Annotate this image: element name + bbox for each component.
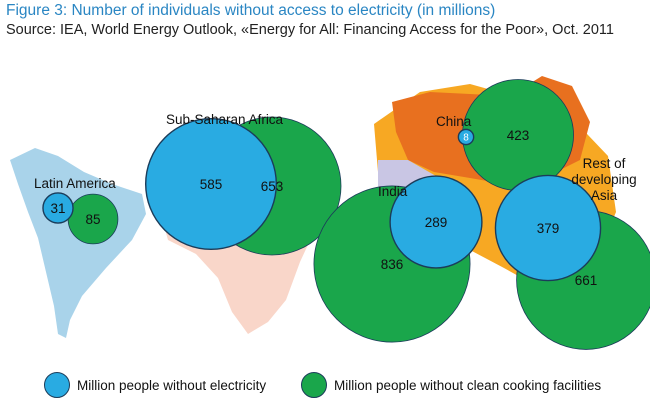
bubble-labels-layer: 85 31 653 585 423 8 836 289 661 379 [50,128,597,288]
legend-item-no-electricity: Million people without electricity [44,370,266,400]
region-label-india: India [378,184,408,199]
bubble-value-india-no-clean-cooking: 836 [381,257,404,272]
bubble-rest-of-asia-no-electricity [494,174,602,282]
bubble-value-china-no-electricity: 8 [463,133,469,144]
bubble-value-india-no-electricity: 289 [425,215,448,230]
bubble-value-latin-america-no-clean-cooking: 85 [85,212,100,227]
latin-america-land [10,148,146,338]
figure-source: Source: IEA, World Energy Outlook, «Ener… [6,22,614,38]
bubble-value-rest-of-asia-no-electricity: 379 [537,221,560,236]
bubble-value-sub-saharan-africa-no-clean-cooking: 653 [261,179,284,194]
bubble-sub-saharan-africa-no-electricity [144,117,278,251]
region-labels-layer: Latin America Sub-Saharan Africa China Indi… [34,112,637,203]
region-label-latin-america: Latin America [34,176,116,191]
legend-swatch-no-electricity [44,372,70,398]
bubble-value-rest-of-asia-no-clean-cooking: 661 [575,273,598,288]
bubble-latin-america-no-electricity [42,192,74,224]
figure-title: Figure 3: Number of individuals without … [6,2,496,19]
region-label-rest-of-asia: Rest of developing Asia [571,156,636,203]
bubble-value-china-no-clean-cooking: 423 [507,128,530,143]
region-label-china: China [436,114,472,129]
region-label-sub-saharan-africa: Sub-Saharan Africa [166,112,284,127]
bubbles-layer [42,79,650,350]
legend-item-no-clean-cooking: Million people without clean cooking fac… [301,370,601,400]
bubble-india-no-electricity [389,175,483,269]
legend-label-no-clean-cooking: Million people without clean cooking fac… [334,377,602,393]
bubble-value-latin-america-no-electricity: 31 [50,201,65,216]
legend-swatch-no-clean-cooking [301,372,327,398]
bubble-value-sub-saharan-africa-no-electricity: 585 [200,177,223,192]
bubble-china-no-electricity [457,128,475,146]
legend-label-no-electricity: Million people without electricity [77,377,267,393]
